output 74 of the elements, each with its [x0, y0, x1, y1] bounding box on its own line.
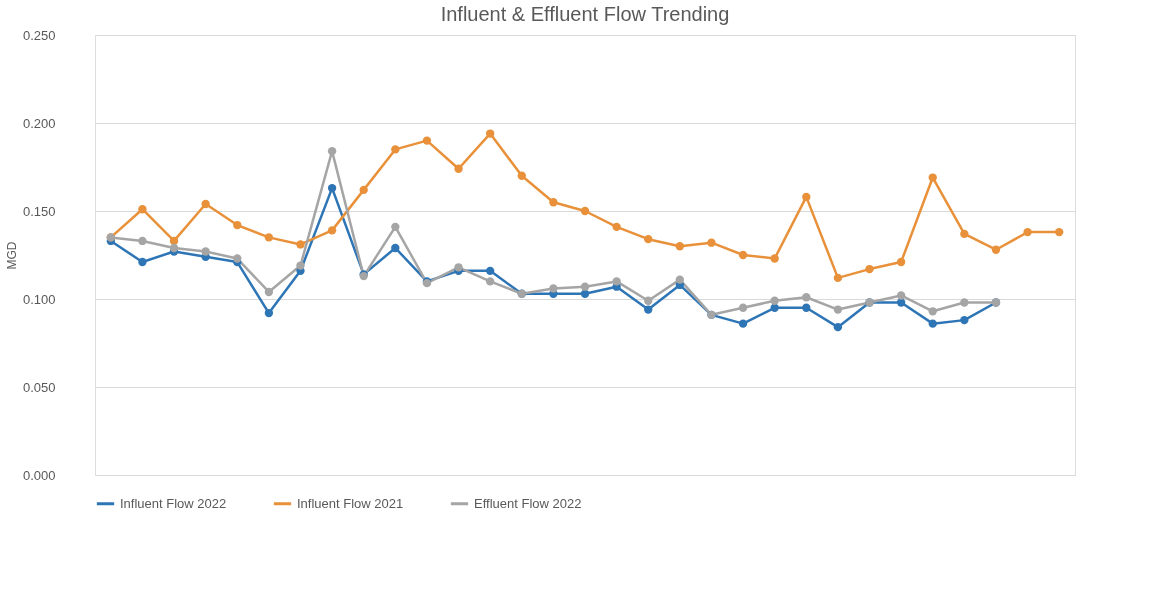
point: [675, 275, 685, 284]
point: [865, 264, 874, 274]
point: [580, 282, 590, 291]
point: [1023, 227, 1032, 237]
point: [391, 243, 400, 253]
legend-label: Influent Flow 2022: [120, 495, 227, 511]
point: [960, 298, 969, 307]
point: [264, 233, 274, 242]
point: [960, 229, 969, 239]
point: [738, 250, 748, 260]
y-tick-label: 0.200: [22, 115, 56, 131]
point: [896, 291, 906, 300]
point: [454, 164, 463, 173]
legend-label: Effluent Flow 2022: [474, 495, 582, 511]
point: [485, 277, 495, 286]
y-tick-label: 0.250: [22, 27, 56, 43]
point: [549, 284, 558, 293]
point: [233, 220, 242, 230]
point: [296, 261, 305, 270]
point: [928, 173, 937, 182]
point: [327, 226, 337, 235]
point: [833, 305, 843, 314]
point: [612, 222, 621, 232]
point: [485, 266, 495, 276]
point: [770, 303, 779, 312]
y-axis-title: MGD: [4, 241, 19, 270]
y-tick-label: 0.000: [22, 467, 56, 483]
point: [802, 303, 811, 312]
point: [802, 293, 811, 302]
point: [391, 222, 400, 232]
point: [928, 307, 937, 316]
point: [928, 319, 937, 328]
point: [738, 303, 748, 312]
point: [485, 129, 495, 138]
point: [296, 240, 305, 249]
chart-title: Influent & Effluent Flow Trending: [440, 3, 730, 25]
point: [359, 185, 368, 195]
point: [896, 298, 906, 307]
point: [138, 236, 147, 246]
point: [802, 192, 811, 202]
point: [707, 238, 716, 247]
point: [644, 234, 653, 244]
point: [770, 254, 779, 263]
y-tick-label: 0.050: [22, 379, 56, 395]
point: [422, 136, 432, 145]
point: [1055, 227, 1064, 237]
point: [391, 145, 400, 154]
point: [991, 245, 1001, 254]
point: [833, 273, 843, 283]
y-tick-label: 0.150: [22, 203, 56, 219]
point: [327, 183, 337, 193]
point: [138, 205, 147, 214]
point: [264, 308, 274, 318]
point: [138, 257, 147, 267]
point: [896, 257, 906, 267]
point: [644, 305, 653, 314]
point: [201, 199, 210, 209]
point: [233, 254, 242, 263]
point: [580, 206, 590, 216]
point: [675, 242, 685, 251]
point: [201, 247, 210, 256]
point: [738, 319, 748, 328]
point: [770, 296, 779, 305]
legend-label: Influent Flow 2021: [297, 495, 404, 511]
point: [327, 146, 337, 156]
point: [960, 315, 969, 325]
point: [644, 296, 653, 305]
point: [833, 322, 843, 332]
point: [169, 243, 179, 253]
point: [612, 277, 621, 286]
point: [549, 198, 558, 207]
point: [517, 171, 526, 180]
point: [264, 287, 274, 297]
y-tick-label: 0.100: [22, 291, 56, 307]
